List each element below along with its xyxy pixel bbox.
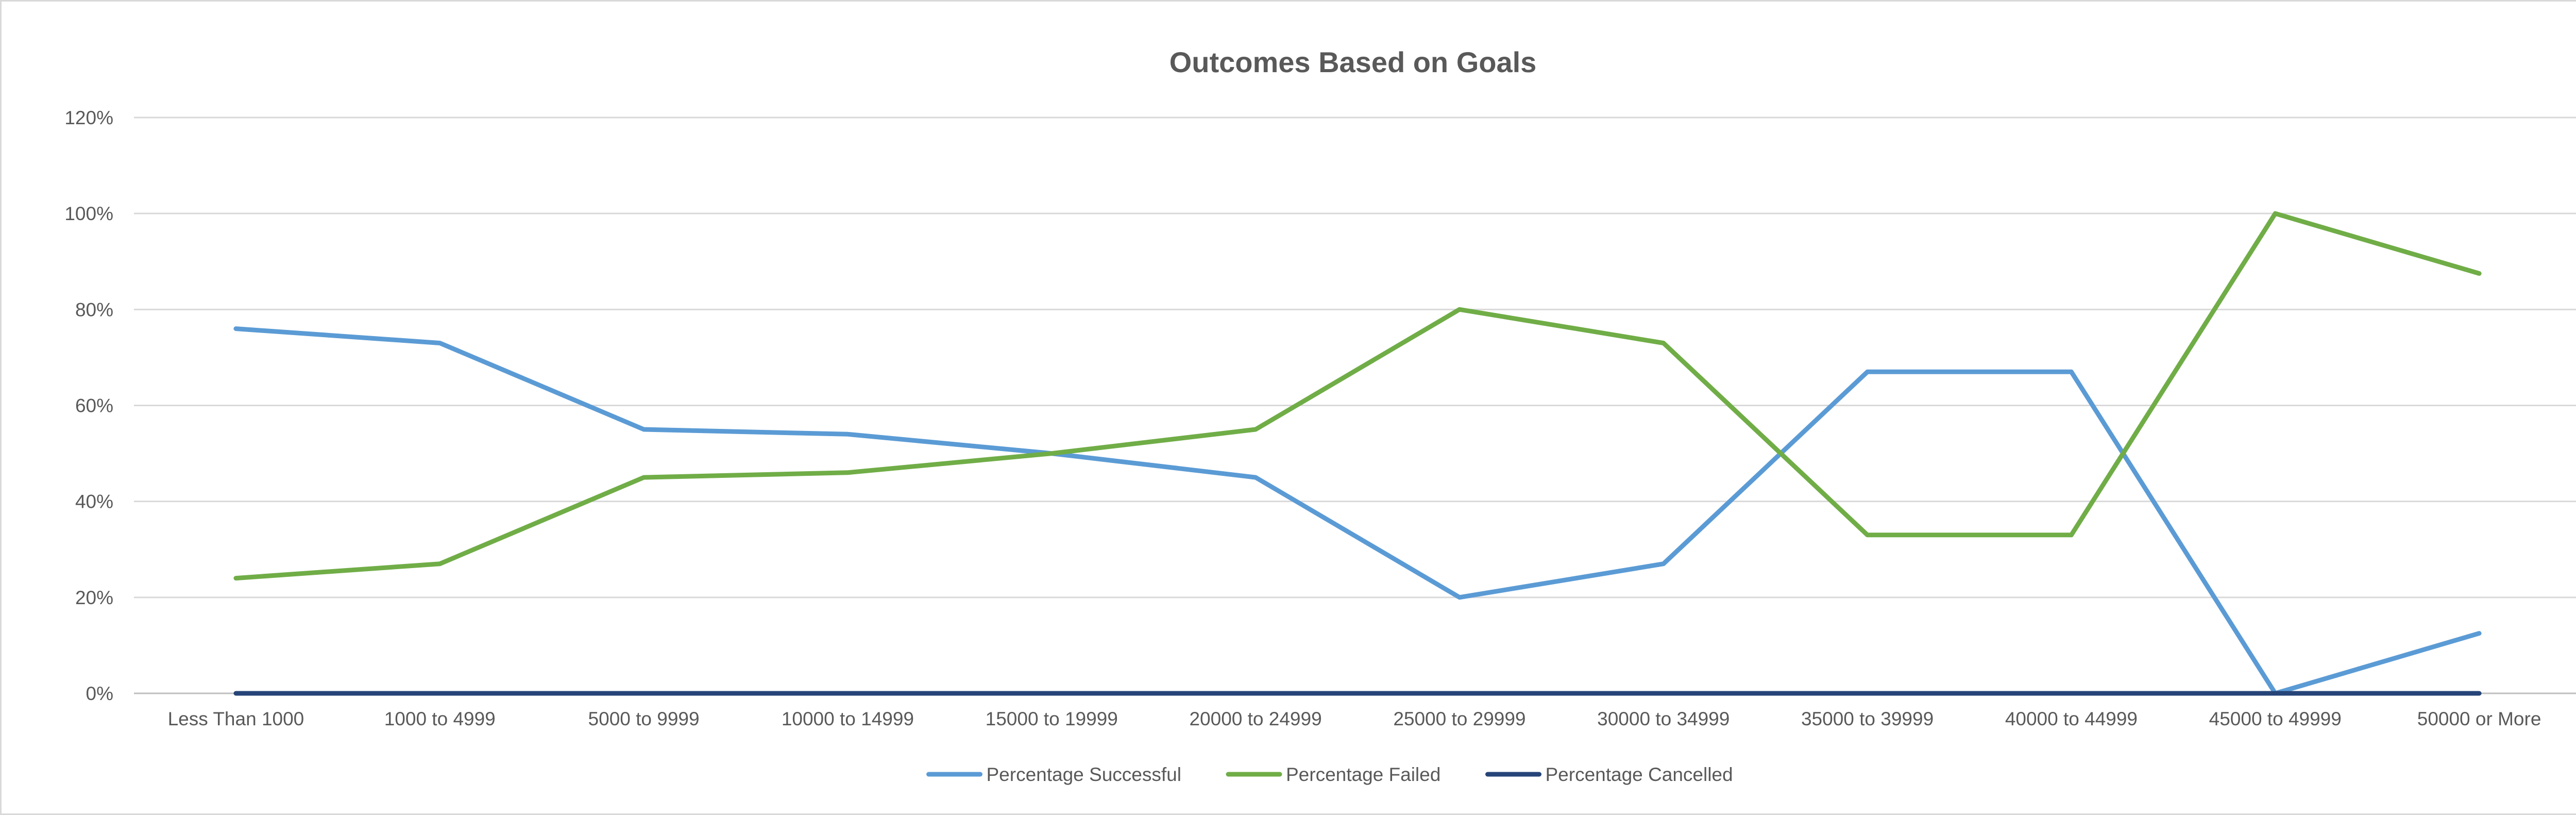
x-tick-label: 50000 or More (2417, 708, 2541, 729)
data-point (438, 692, 441, 694)
data-point (846, 692, 849, 694)
data-point (1050, 452, 1053, 455)
data-point (642, 692, 645, 694)
y-tick-label: 120% (64, 107, 113, 128)
data-point (438, 562, 441, 565)
x-tick-label: 20000 to 24999 (1189, 708, 1321, 729)
data-point (2478, 692, 2481, 694)
data-point (1866, 534, 1869, 536)
data-point (1662, 342, 1665, 344)
series-line (233, 326, 2482, 696)
x-tick-label: 5000 to 9999 (588, 708, 700, 729)
legend-label: Percentage Failed (1286, 764, 1440, 785)
data-point (234, 577, 237, 579)
data-point (846, 471, 849, 474)
data-point (2274, 212, 2277, 215)
data-point (1866, 371, 1869, 373)
x-tick-label: 25000 to 29999 (1393, 708, 1526, 729)
x-tick-label: Less Than 1000 (168, 708, 304, 729)
data-point (2070, 692, 2073, 694)
x-tick-label: 35000 to 39999 (1801, 708, 1934, 729)
data-point (1255, 476, 1257, 479)
data-point (438, 342, 441, 344)
y-tick-label: 60% (75, 395, 113, 417)
data-point (1458, 692, 1461, 694)
x-tick-label: 40000 to 44999 (2005, 708, 2138, 729)
data-point (1458, 596, 1461, 598)
y-tick-label: 80% (75, 299, 113, 320)
x-tick-label: 45000 to 49999 (2209, 708, 2342, 729)
y-tick-label: 20% (75, 587, 113, 608)
data-point (2070, 534, 2073, 536)
data-point (1050, 692, 1053, 694)
y-axis-tick-labels: 0% 20% 40% 60% 80% 100% 120% (64, 107, 113, 704)
data-point (1662, 562, 1665, 565)
data-point (1255, 692, 1257, 694)
x-tick-label: 15000 to 19999 (986, 708, 1118, 729)
chart-title: Outcomes Based on Goals (1170, 46, 1537, 78)
y-tick-label: 100% (64, 203, 113, 224)
legend-label: Percentage Successful (987, 764, 1181, 785)
data-point (1458, 308, 1461, 311)
x-tick-label: 1000 to 4999 (384, 708, 496, 729)
legend-label: Percentage Cancelled (1546, 764, 1733, 785)
data-point (2478, 632, 2481, 635)
data-point (2274, 692, 2277, 694)
data-point (234, 327, 237, 330)
data-point (234, 692, 237, 694)
data-point (1662, 692, 1665, 694)
data-point (642, 476, 645, 479)
data-point (1866, 692, 1869, 694)
series-line (233, 211, 2482, 581)
legend: Percentage Successful Percentage Failed Pe… (926, 764, 1733, 785)
x-axis-tick-labels: Less Than 1000 1000 to 4999 5000 to 9999 10… (168, 708, 2541, 729)
data-point (846, 433, 849, 436)
x-tick-label: 30000 to 34999 (1597, 708, 1730, 729)
data-point (2478, 272, 2481, 275)
series-lines (233, 211, 2482, 696)
data-point (1255, 428, 1257, 431)
y-tick-label: 0% (86, 683, 113, 704)
data-point (2070, 371, 2073, 373)
data-point (642, 428, 645, 431)
y-tick-label: 40% (75, 491, 113, 512)
gridlines (134, 117, 2576, 694)
x-tick-label: 10000 to 14999 (782, 708, 914, 729)
